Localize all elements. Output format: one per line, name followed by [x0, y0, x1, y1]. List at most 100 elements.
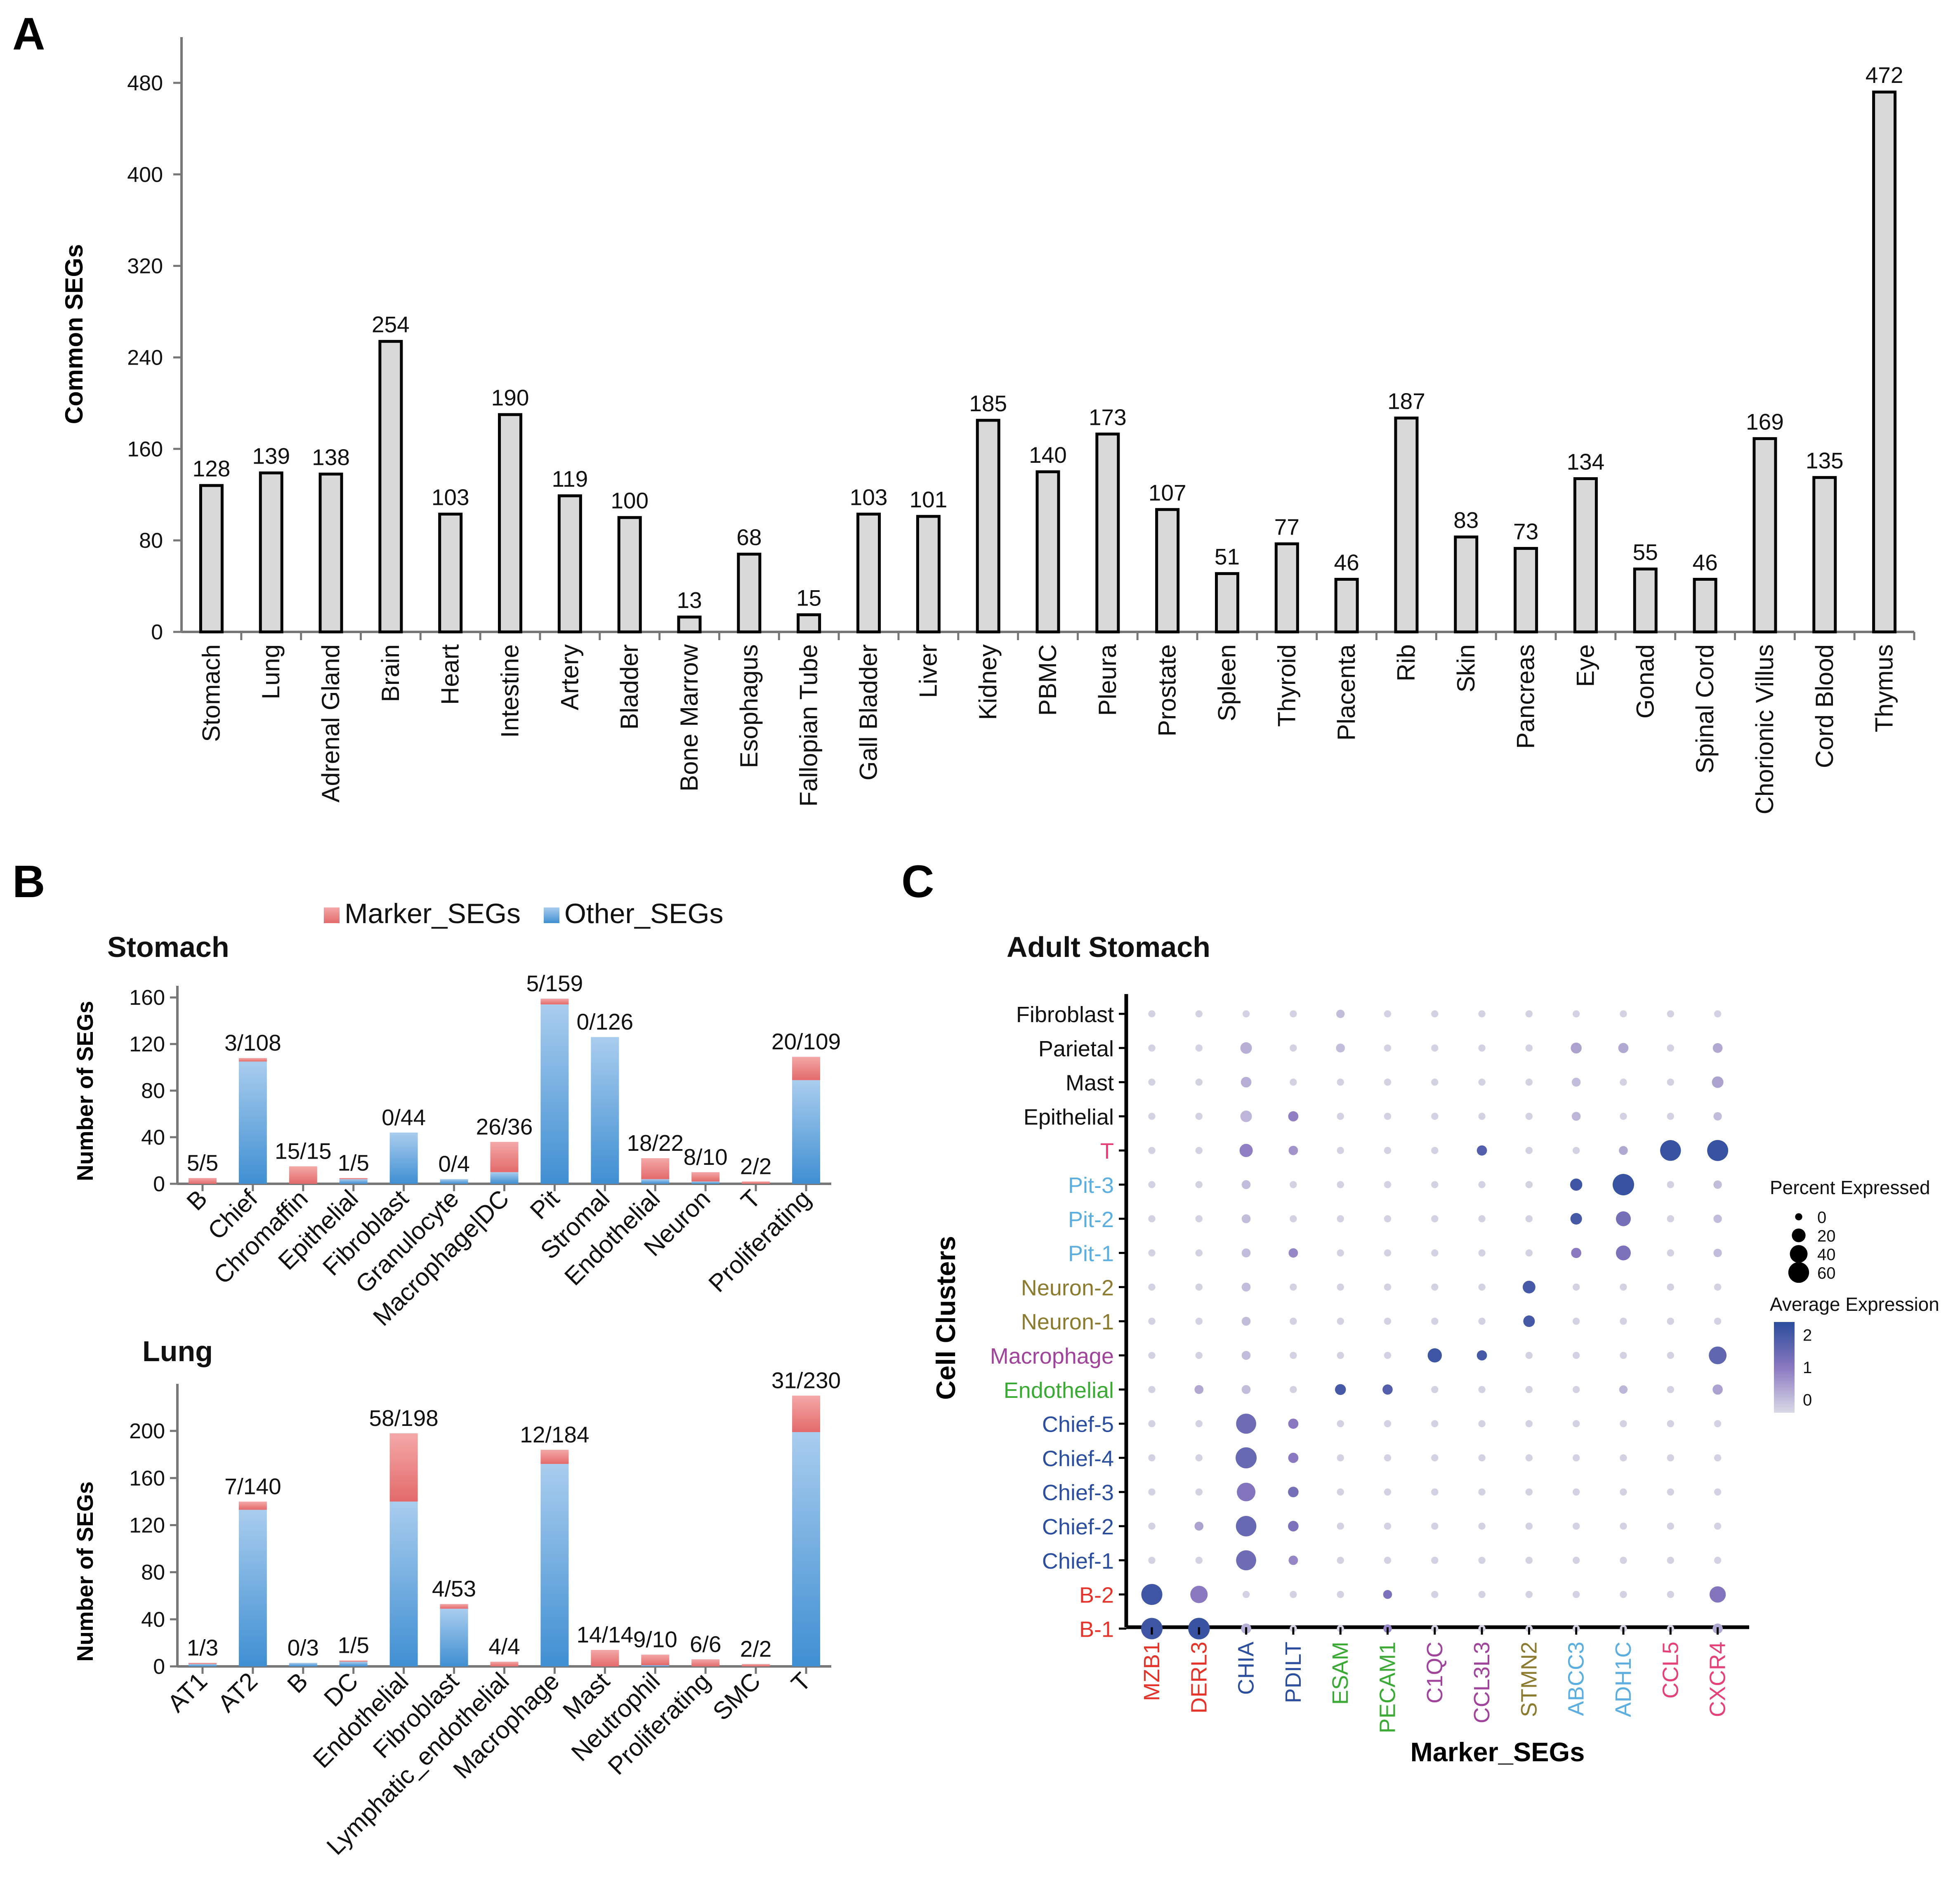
- dot: [1573, 1557, 1580, 1564]
- dot: [1288, 1248, 1298, 1258]
- dot: [1384, 1112, 1392, 1120]
- data-label: 138: [312, 444, 350, 470]
- data-label: 6/6: [690, 1631, 721, 1657]
- dot: [1194, 1522, 1204, 1531]
- bar-marker: [742, 1664, 770, 1666]
- y-tick-label: 40: [141, 1126, 165, 1150]
- dot: [1431, 1215, 1439, 1223]
- bar: [737, 552, 762, 634]
- size-legend-label: 0: [1817, 1209, 1826, 1227]
- dot: [1573, 1522, 1580, 1530]
- dot: [1478, 1078, 1486, 1086]
- category-label: Brain: [377, 644, 404, 702]
- dot: [1195, 1352, 1203, 1359]
- bar-other: [339, 1661, 368, 1666]
- panel-label-c: C: [901, 856, 934, 907]
- dot: [1525, 1454, 1533, 1462]
- data-label: 0/4: [438, 1151, 469, 1177]
- data-label: 51: [1215, 544, 1240, 570]
- category-label: Esophagus: [735, 644, 763, 768]
- dot: [1195, 1488, 1203, 1496]
- dot: [1431, 1590, 1439, 1598]
- gene-label: ABCC3: [1564, 1642, 1589, 1716]
- data-label: 14/14: [577, 1622, 634, 1647]
- dot: [1384, 1010, 1392, 1018]
- dot: [1384, 1215, 1392, 1223]
- data-label: 0/44: [382, 1105, 426, 1130]
- color-legend-label: 0: [1803, 1391, 1812, 1409]
- legend-swatch-marker: [324, 907, 340, 923]
- dot: [1190, 1586, 1208, 1603]
- dot: [1195, 1557, 1203, 1564]
- dotplot-chart: Adult Stomach Cell Clusters Marker_SEGs …: [931, 931, 1939, 1767]
- dot: [1236, 1414, 1256, 1434]
- dot: [1236, 1447, 1257, 1468]
- dot: [1620, 1112, 1627, 1120]
- y-tick-label: 400: [127, 163, 163, 187]
- dot: [1714, 1317, 1722, 1325]
- dot: [1337, 1317, 1344, 1325]
- bar-other: [540, 1464, 569, 1666]
- dot: [1195, 1010, 1203, 1018]
- data-label: 140: [1029, 442, 1067, 468]
- cluster-label: Mast: [1066, 1071, 1114, 1096]
- data-label: 254: [372, 312, 410, 337]
- dot: [1290, 1590, 1297, 1598]
- bar: [1334, 577, 1359, 634]
- data-label: 26/36: [476, 1114, 533, 1139]
- dot: [1476, 1145, 1487, 1156]
- bar-marker: [389, 1433, 418, 1502]
- dot: [1525, 1352, 1533, 1359]
- dot: [1570, 1178, 1583, 1191]
- dot: [1714, 1454, 1722, 1462]
- dot: [1290, 1317, 1297, 1325]
- dot: [1431, 1522, 1439, 1530]
- size-legend-label: 40: [1817, 1246, 1836, 1264]
- data-label: 472: [1866, 62, 1903, 88]
- data-label: 1/5: [337, 1150, 369, 1176]
- dot: [1431, 1283, 1439, 1291]
- bar-other: [188, 1664, 217, 1666]
- gene-label: PECAM1: [1375, 1642, 1400, 1733]
- bar-marker: [490, 1142, 519, 1172]
- dot: [1667, 1044, 1674, 1052]
- dot: [1431, 1147, 1439, 1154]
- category-label: Cord Blood: [1811, 644, 1838, 768]
- dot: [1288, 1521, 1299, 1532]
- category-label: Spleen: [1213, 644, 1241, 721]
- dot: [1384, 1078, 1392, 1086]
- dot: [1660, 1140, 1681, 1161]
- category-label: Fallopian Tube: [795, 644, 823, 807]
- dot: [1478, 1181, 1486, 1188]
- cluster-label: Fibroblast: [1016, 1002, 1114, 1027]
- dot: [1431, 1420, 1439, 1428]
- dot: [1714, 1010, 1722, 1018]
- legend-label-marker: Marker_SEGs: [344, 898, 521, 929]
- data-label: 173: [1089, 404, 1127, 430]
- dot: [1478, 1283, 1486, 1291]
- dot: [1525, 1147, 1533, 1154]
- dot: [1573, 1352, 1580, 1359]
- category-label: PBMC: [1034, 644, 1061, 716]
- dot: [1290, 1010, 1297, 1018]
- data-label: 139: [252, 443, 290, 469]
- dot: [1148, 1317, 1156, 1325]
- dot: [1478, 1317, 1486, 1325]
- dotplot-title: Adult Stomach: [1007, 931, 1210, 963]
- stomach-title: Stomach: [107, 931, 229, 963]
- dot: [1337, 1181, 1344, 1188]
- dot: [1288, 1487, 1299, 1498]
- dot: [1337, 1420, 1344, 1428]
- data-label: 9/10: [633, 1626, 677, 1652]
- cluster-label: Epithelial: [1024, 1105, 1114, 1129]
- bar: [677, 615, 702, 634]
- dot: [1573, 1488, 1580, 1496]
- dot: [1620, 1010, 1627, 1018]
- dot: [1431, 1112, 1439, 1120]
- bar-marker: [339, 1178, 368, 1179]
- common-segs-chart: Common SEGs 0 80 160 240 320 400 480 128 Stomach…: [60, 37, 1915, 814]
- gene-label: CHIA: [1234, 1642, 1259, 1695]
- y-tick-label: 80: [141, 1079, 165, 1103]
- category-label: T: [786, 1667, 816, 1697]
- dot: [1620, 1557, 1627, 1564]
